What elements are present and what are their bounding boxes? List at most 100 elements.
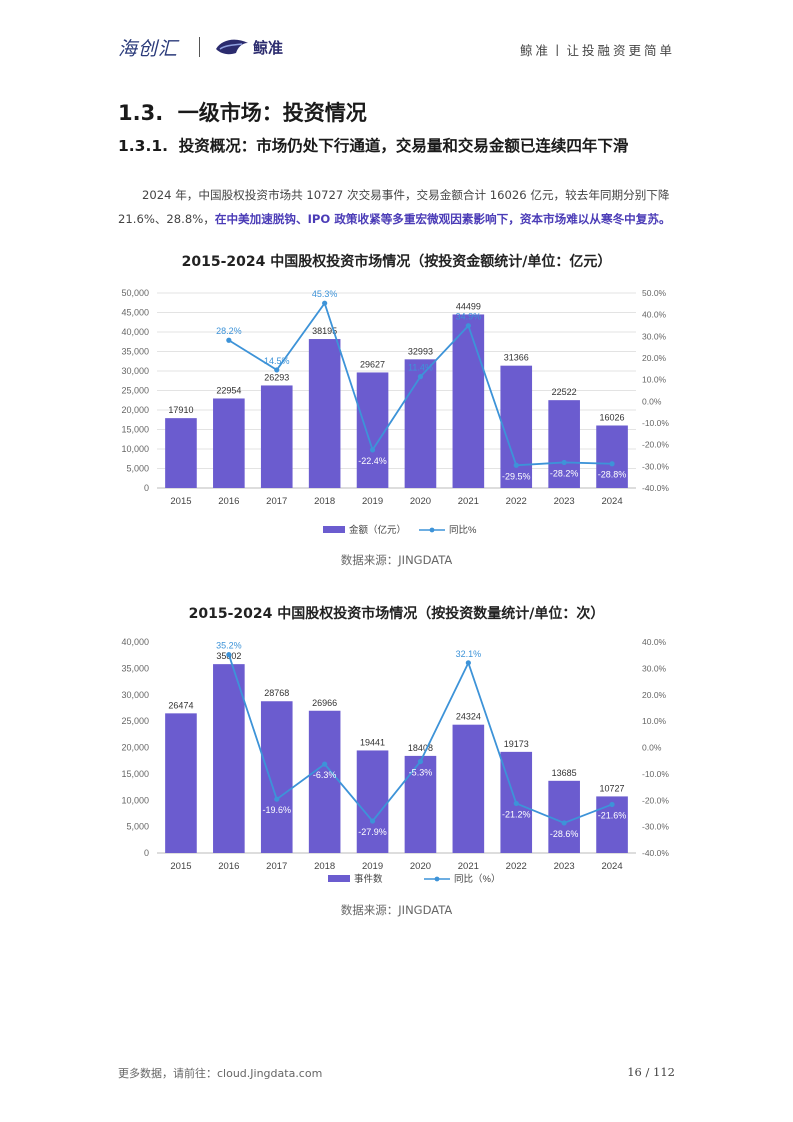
bar-value-label: 22522 <box>552 387 577 397</box>
bar <box>165 713 197 853</box>
yoy-point <box>561 459 567 466</box>
bar-value-label: 22954 <box>216 385 241 395</box>
y2-tick-label: 0.0% <box>642 396 662 406</box>
yoy-label: -6.3% <box>313 770 337 780</box>
footer-more-data[interactable]: 更多数据，请前往：cloud.Jingdata.com <box>118 1067 323 1080</box>
yoy-label: 14.5% <box>264 356 290 366</box>
y-tick-label: 50,000 <box>121 288 149 298</box>
y-tick-label: 25,000 <box>121 716 149 726</box>
x-tick-label: 2015 <box>170 496 191 507</box>
y-tick-label: 20,000 <box>121 405 149 415</box>
summary-paragraph: 2024 年，中国股权投资市场共 10727 次交易事件，交易金额合计 1602… <box>118 183 678 231</box>
x-tick-label: 2022 <box>506 496 527 507</box>
jingzhun-logo: 鲸准 <box>253 39 284 57</box>
yoy-point <box>465 660 471 666</box>
yoy-label: 28.2% <box>216 326 242 336</box>
paragraph-highlight: 在中美加速脱钩、IPO 政策收紧等多重宏微观因素影响下，资本市场难以从寒冬中复苏… <box>214 212 671 226</box>
yoy-label: 11.4% <box>408 363 433 373</box>
y2-tick-label: -20.0% <box>642 795 669 805</box>
bar-value-label: 16026 <box>600 412 625 422</box>
bar <box>404 359 437 488</box>
bar-value-label: 28768 <box>264 688 289 698</box>
bar <box>356 750 389 853</box>
y2-tick-label: 20.0% <box>642 353 667 363</box>
y-tick-label: 10,000 <box>121 795 149 805</box>
bar-value-label: 19441 <box>360 737 385 747</box>
y-tick-label: 15,000 <box>121 425 149 435</box>
yoy-point <box>465 323 471 329</box>
y2-tick-label: 0.0% <box>642 743 662 753</box>
y2-tick-label: -30.0% <box>642 461 669 471</box>
whale-icon <box>216 39 248 55</box>
legend-bar-swatch <box>323 526 345 533</box>
investment-count-chart: 0 5,000 10,000 15,000 20,000 25,000 30,000 35,0… <box>121 637 669 885</box>
yoy-point <box>322 300 328 306</box>
y2-tick-label: 30.0% <box>642 663 667 673</box>
bar <box>356 372 389 488</box>
x-tick-label: 2023 <box>554 496 575 507</box>
investment-amount-chart: 0 5,000 10,000 15,000 20,000 25,000 30,000 35,0… <box>121 288 669 536</box>
x-tick-label: 2020 <box>410 496 431 507</box>
y-tick-label: 10,000 <box>121 444 149 454</box>
y-tick-label: 5,000 <box>126 822 149 832</box>
yoy-point <box>561 820 567 826</box>
x-tick-label: 2016 <box>218 496 239 507</box>
y-tick-label: 5,000 <box>126 464 149 474</box>
bar <box>213 664 245 853</box>
bar <box>260 701 293 853</box>
y2-tick-label: -20.0% <box>642 440 669 450</box>
yoy-point <box>609 461 615 467</box>
bar-value-label: 10727 <box>600 783 625 793</box>
x-tick-label: 2021 <box>458 496 479 507</box>
y2-tick-label: -10.0% <box>642 418 669 428</box>
legend-line-marker <box>429 527 435 533</box>
y2-tick-label: -40.0% <box>642 483 669 493</box>
x-tick-label: 2018 <box>314 861 335 872</box>
x-tick-label: 2015 <box>170 861 191 872</box>
bar-value-label: 17910 <box>168 405 193 415</box>
y2-tick-label: 40.0% <box>642 637 667 647</box>
yoy-point <box>274 367 280 373</box>
page-number: 16 / 112 <box>627 1065 675 1079</box>
legend-line-label: 同比% <box>449 524 477 536</box>
yoy-point <box>322 761 328 767</box>
legend-bar-swatch <box>328 875 350 882</box>
x-tick-label: 2020 <box>410 861 431 872</box>
y2-tick-label: -40.0% <box>642 848 669 858</box>
x-tick-label: 2024 <box>601 861 622 872</box>
bar <box>596 425 628 488</box>
yoy-point <box>226 652 232 658</box>
yoy-label: -28.6% <box>550 829 579 839</box>
yoy-label: 45.3% <box>312 289 338 299</box>
yoy-label: -28.2% <box>550 468 579 478</box>
section-heading: 1.3. 一级市场：投资情况 <box>118 101 367 125</box>
x-tick-label: 2017 <box>266 861 287 872</box>
bar <box>404 755 437 853</box>
x-tick-label: 2021 <box>458 861 479 872</box>
x-tick-label: 2024 <box>601 496 622 507</box>
yoy-label: -29.5% <box>502 471 531 481</box>
yoy-label: 34.9% <box>456 312 482 322</box>
y-tick-label: 40,000 <box>121 327 149 337</box>
bar-value-label: 44499 <box>456 301 481 311</box>
yoy-point <box>417 758 424 765</box>
yoy-label: -21.6% <box>598 810 627 820</box>
bar <box>260 385 293 488</box>
bar <box>452 314 485 488</box>
bar <box>500 365 533 488</box>
bar-value-label: 26293 <box>264 372 289 382</box>
y-tick-label: 35,000 <box>121 663 149 673</box>
header-tagline: 鲸准丨让投融资更简单 <box>519 43 675 58</box>
yoy-point <box>513 462 519 468</box>
chart-1-source: 数据来源：JINGDATA <box>340 553 453 567</box>
legend-bar-label: 事件数 <box>354 873 383 885</box>
x-tick-label: 2017 <box>266 496 287 507</box>
x-tick-label: 2019 <box>362 861 383 872</box>
bar-value-label: 26966 <box>312 698 337 708</box>
y-tick-label: 30,000 <box>121 366 149 376</box>
yoy-point <box>369 447 376 453</box>
y2-tick-label: 10.0% <box>642 375 667 385</box>
y-tick-label: 30,000 <box>121 690 149 700</box>
y2-tick-label: -10.0% <box>642 769 669 779</box>
y-tick-label: 25,000 <box>121 386 149 396</box>
